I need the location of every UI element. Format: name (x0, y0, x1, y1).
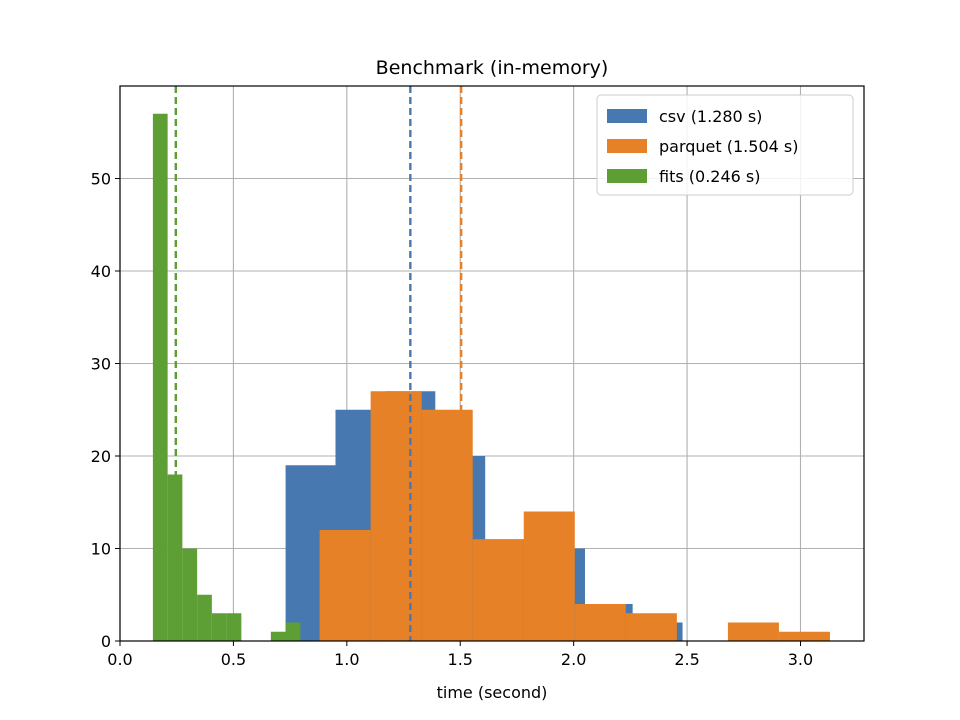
histogram-bar-series-2 (270, 631, 286, 641)
histogram-bar-series-2 (197, 594, 212, 641)
legend-box (596, 94, 854, 196)
y-tick-label: 10 (91, 540, 111, 559)
histogram-bar-series-2 (152, 113, 168, 641)
histogram-bar-series-1 (370, 391, 422, 641)
legend[interactable]: csv (1.280 s) parquet (1.504 s) fits (0.24… (596, 94, 854, 196)
histogram-bar-series-1 (727, 622, 779, 641)
histogram-bar-series-1 (472, 539, 524, 641)
y-tick-label: 40 (91, 262, 111, 281)
histogram-bar-series-2 (226, 613, 242, 641)
bars (152, 113, 830, 641)
y-tick-label: 20 (91, 447, 111, 466)
x-tick-label: 0.0 (107, 650, 132, 669)
x-tick-label: 1.5 (448, 650, 473, 669)
axis-ticks: 0.0 0.5 1.0 1.5 2.0 2.5 3.0 0 10 20 30 40 50 (91, 170, 814, 670)
histogram-bar-series-2 (182, 548, 198, 641)
legend-label-1: parquet (1.504 s) (659, 137, 798, 156)
legend-swatch-0 (607, 109, 647, 123)
y-tick-label: 30 (91, 355, 111, 374)
histogram-bar-series-2 (285, 622, 301, 641)
histogram-bar-series-1 (625, 613, 677, 641)
histogram-bar-series-1 (574, 604, 626, 641)
legend-swatch-2 (607, 169, 647, 183)
legend-label-2: fits (0.246 s) (659, 167, 760, 186)
y-tick-label: 50 (91, 170, 111, 189)
x-tick-label: 0.5 (221, 650, 246, 669)
x-tick-label: 2.5 (674, 650, 699, 669)
mean-lines (174, 86, 463, 641)
histogram-bar-series-2 (211, 613, 227, 641)
histogram-bar-series-1 (778, 631, 830, 641)
histogram-bar-series-1 (523, 511, 575, 641)
legend-label-0: csv (1.280 s) (659, 107, 762, 126)
histogram-bar-series-2 (167, 474, 183, 641)
legend-swatch-1 (607, 139, 647, 153)
x-tick-label: 2.0 (561, 650, 586, 669)
chart-title: Benchmark (in-memory) (376, 57, 609, 79)
x-tick-label: 3.0 (788, 650, 813, 669)
histogram-bar-series-1 (319, 530, 371, 641)
histogram-bar-series-1 (421, 409, 473, 641)
x-axis-label: time (second) (437, 683, 548, 702)
x-tick-label: 1.0 (334, 650, 359, 669)
y-tick-label: 0 (101, 632, 111, 651)
